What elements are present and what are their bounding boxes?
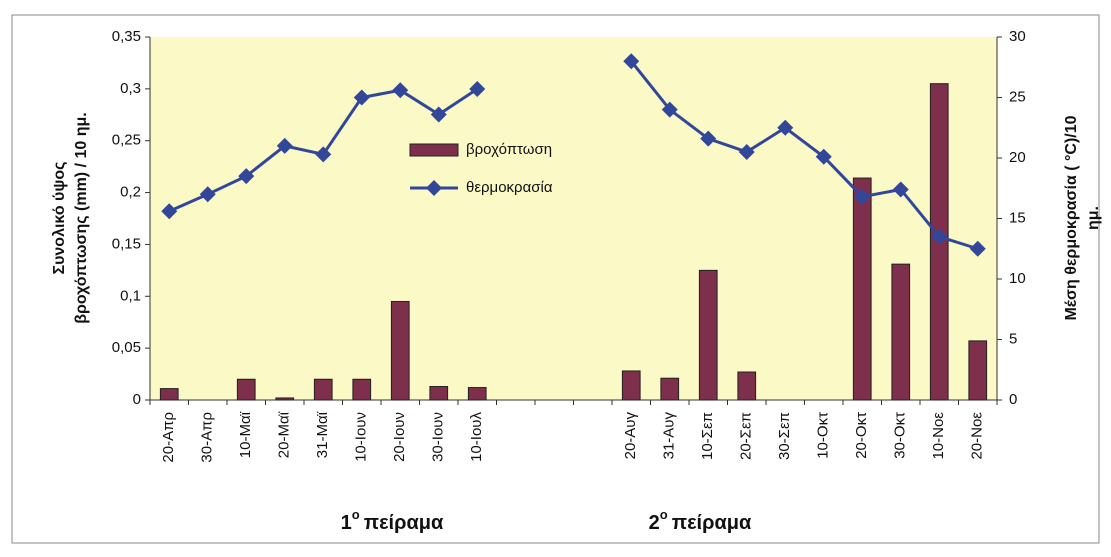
bar: [429, 386, 449, 401]
line-marker: [238, 168, 255, 185]
y-tick-label: 0,2: [120, 184, 141, 201]
x-tick-label: 30-Οκτ: [892, 412, 909, 459]
y2-tick-label: 30: [1009, 28, 1026, 45]
line-marker: [315, 146, 332, 163]
group-number: 1: [341, 512, 352, 534]
bar: [621, 370, 641, 401]
legend-swatch: [409, 143, 459, 157]
x-tick-label: 30-Ιουν: [430, 412, 447, 462]
line-marker: [353, 89, 370, 106]
line-marker: [969, 240, 986, 257]
line-marker: [661, 101, 678, 118]
line-marker: [392, 82, 409, 99]
x-tick-label: 31-Αυγ: [661, 412, 678, 460]
bar: [891, 263, 911, 401]
line: [630, 60, 979, 251]
x-tick-label: 20-Οκτ: [853, 412, 870, 459]
bar: [467, 387, 487, 401]
line-marker: [815, 148, 832, 165]
legend-label: θερμοκρασία: [466, 179, 553, 196]
line-marker: [777, 119, 794, 136]
y2-tick-label: 20: [1009, 149, 1026, 166]
y2-tick-label: 15: [1009, 209, 1026, 226]
x-tick-label: 20-Αυγ: [622, 412, 639, 460]
y-tick-label: 0,35: [112, 28, 141, 45]
y2-axis-title: ημ.: [1085, 206, 1102, 230]
line-marker: [469, 81, 486, 98]
y-axis-title: Συνολικό ύψος: [51, 162, 68, 275]
x-tick-label: 10-Μαϊ: [237, 411, 254, 458]
group-label: 2ο πείραμα: [649, 507, 752, 534]
y2-tick-label: 10: [1009, 270, 1026, 287]
y2-axis-title: Μέση θερμοκρασία ( °C)/10: [1063, 115, 1080, 320]
bar: [698, 269, 718, 401]
group-label: 1ο πείραμα: [341, 507, 444, 534]
y-tick-label: 0,15: [112, 235, 141, 252]
bar: [313, 378, 333, 401]
bar: [236, 378, 256, 401]
bar: [660, 377, 680, 401]
group-text: πείραμα: [364, 512, 444, 534]
group-text: πείραμα: [672, 512, 752, 534]
x-tick-label: 10-Νοε: [930, 412, 947, 460]
bar: [352, 378, 372, 401]
x-tick-label: 30-Σεπ: [776, 412, 793, 460]
line-marker: [931, 228, 948, 245]
x-tick-label: 20-Νοε: [969, 412, 986, 460]
line-marker: [161, 203, 178, 220]
line-marker: [430, 106, 447, 123]
line-marker: [199, 186, 216, 203]
x-tick-label: 20-Σεπ: [738, 412, 755, 460]
x-tick-label: 30-Απρ: [199, 412, 216, 463]
x-tick-label: 20-Απρ: [160, 412, 177, 463]
x-tick-label: 10-Ιουν: [353, 412, 370, 462]
bar: [852, 177, 872, 401]
bar: [968, 340, 988, 401]
x-tick-label: 20-Ιουν: [391, 412, 408, 462]
bar: [275, 397, 295, 401]
y-tick-label: 0,3: [120, 80, 141, 97]
legend-marker: [426, 180, 442, 196]
x-tick-label: 31-Μαϊ: [314, 411, 331, 458]
x-tick-label: 10-Ιουλ: [468, 412, 485, 462]
legend-label: βροχόπτωση: [466, 141, 552, 158]
bar: [390, 300, 410, 401]
group-sup: ο: [352, 507, 360, 522]
x-tick-label: 10-Σεπ: [699, 412, 716, 460]
y-tick-label: 0,1: [120, 287, 141, 304]
group-number: 2: [649, 512, 660, 534]
bar: [159, 388, 179, 401]
x-tick-label: 20-Μαϊ: [276, 411, 293, 458]
line-marker: [700, 130, 717, 147]
line-marker: [623, 53, 640, 70]
line-marker: [892, 181, 909, 198]
y2-tick-label: 5: [1009, 330, 1017, 347]
y-axis-title: βροχόπτωσης (mm) / 10 ημ.: [73, 112, 90, 323]
y2-tick-label: 25: [1009, 88, 1026, 105]
y-tick-label: 0: [133, 391, 141, 408]
y-tick-label: 0,25: [112, 132, 141, 149]
group-sup: ο: [660, 507, 668, 522]
line-marker: [738, 143, 755, 160]
y-tick-label: 0,05: [112, 339, 141, 356]
y2-tick-label: 0: [1009, 391, 1017, 408]
x-tick-label: 10-Οκτ: [815, 412, 832, 459]
bar: [737, 371, 757, 401]
line-marker: [276, 137, 293, 154]
line-marker: [854, 188, 871, 205]
